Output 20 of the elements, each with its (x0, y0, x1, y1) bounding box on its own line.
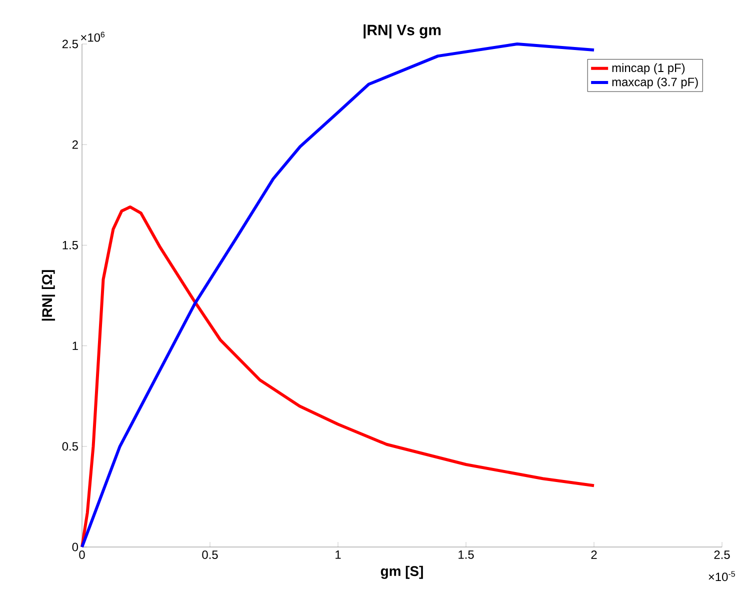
legend-label: mincap (1 pF) (612, 63, 685, 74)
chart-title: |RN| Vs gm (364, 24, 441, 38)
x-axis-title: gm [S] (380, 566, 423, 579)
x-tick-label: 2 (591, 550, 597, 559)
x-tick-label: 1.5 (458, 550, 474, 559)
legend-label: maxcap (3.7 pF) (612, 77, 698, 89)
x-tick-label: 0 (79, 550, 85, 559)
text: ×10$^{-5}$ (708, 571, 735, 582)
y-tick-label: 1.5 (62, 241, 78, 250)
y-tick-label: 0 (72, 542, 78, 552)
y-tick-label: 0.5 (62, 442, 78, 451)
y-tick-label: 2 (72, 140, 78, 149)
text: ×10$^{6}$ (81, 32, 105, 42)
x-tick-label: 1 (336, 550, 341, 559)
x-tick-label: 0.5 (202, 550, 218, 559)
x-tick-label: 2.5 (714, 550, 730, 559)
y-tick-label: 1 (72, 342, 78, 350)
y-axis-title: |RN| [Ω] (42, 270, 56, 321)
line-series (80, 205, 596, 548)
y-tick-label: 2.5 (62, 40, 78, 48)
